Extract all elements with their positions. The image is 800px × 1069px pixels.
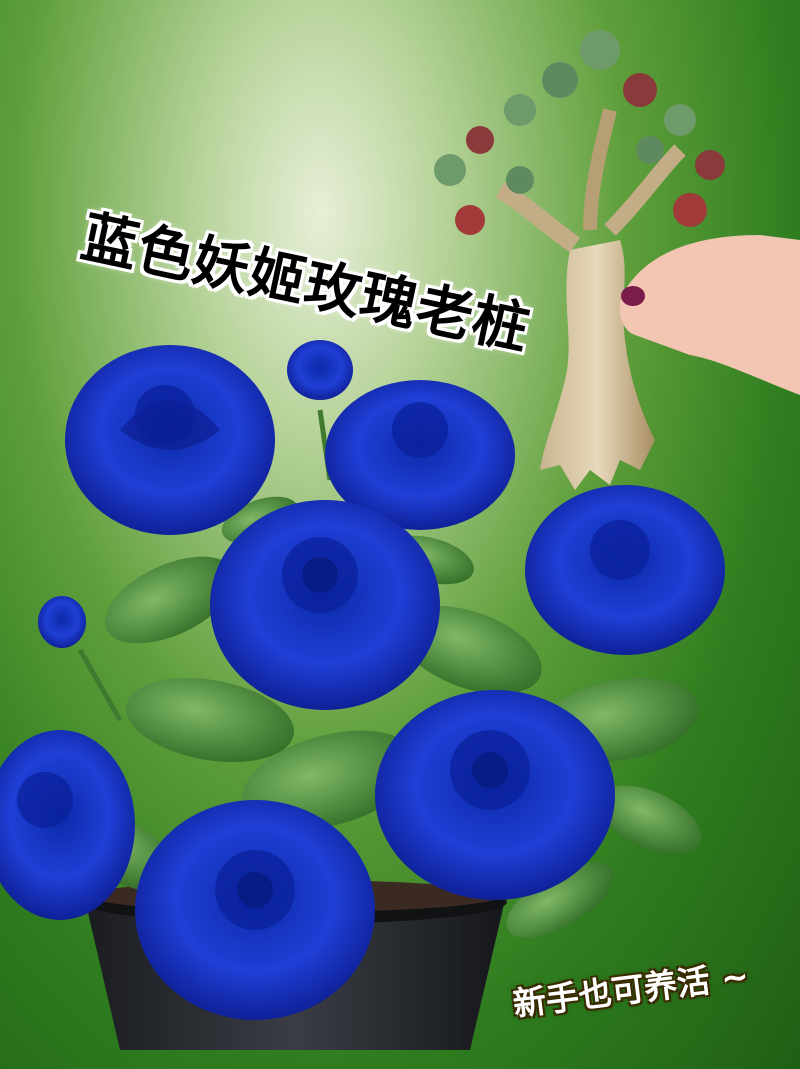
hand-icon [619, 235, 800, 395]
blue-rose-icon [38, 596, 86, 648]
blue-rose-icon [525, 485, 725, 655]
blue-rose-icon [375, 690, 615, 900]
blue-rose-icon [210, 500, 440, 710]
blue-rose-icon [65, 345, 275, 535]
blue-rose-icon [287, 340, 353, 400]
blue-rose-icon [0, 730, 135, 920]
blue-rose-icon [135, 800, 375, 1020]
bonsai-stump-icon [434, 30, 725, 490]
blue-rose-icon [325, 380, 515, 530]
